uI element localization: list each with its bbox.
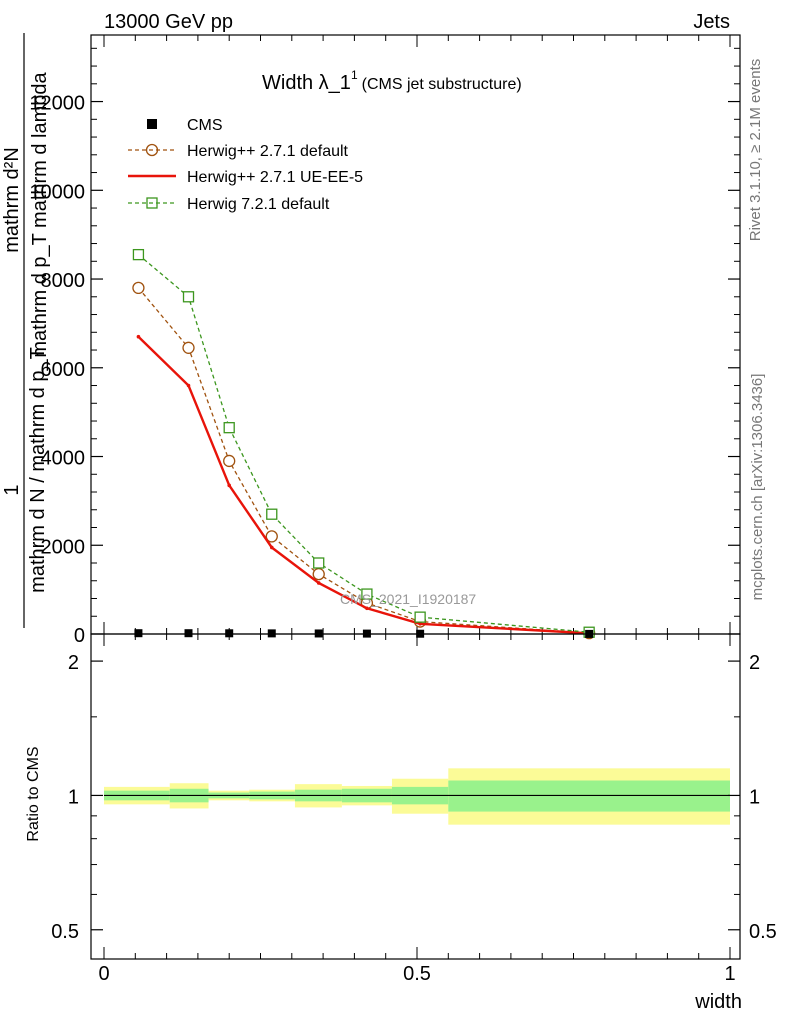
header-left-label: 13000 GeV pp (104, 11, 233, 33)
data-point-herwig7-default (313, 557, 325, 569)
legend-label-herwig7-default: Herwig 7.2.1 default (187, 196, 330, 213)
legend-marker-cms (147, 119, 157, 129)
main-ytick-label: 6000 (41, 359, 86, 381)
main-ytick-label: 10000 (29, 181, 85, 203)
series-line-herwigpp-default (137, 287, 590, 634)
ratio-band-inner (448, 780, 730, 812)
ratio-ytick-label-left: 2 (68, 652, 79, 674)
ratio-y-axis-label: Ratio to CMS (25, 746, 42, 841)
title-main-text: Width λ_1 (262, 72, 351, 94)
ylabel-numerator-top: mathrm d²N (1, 147, 23, 253)
ratio-uncertainty-bands (104, 768, 730, 825)
ylabel-denominator: mathrm d N / mathrm d p_T (27, 347, 49, 593)
ratio-ytick-label-left: 1 (68, 786, 79, 808)
ratio-plot-frame (90, 633, 741, 960)
ratio-axis-ticks: 0.5 0.5 1 1 2 2 0 0.5 1 (51, 634, 777, 985)
xtick-label: 1 (724, 963, 735, 985)
data-point-herwigpp-ueee5 (365, 606, 369, 611)
ratio-ytick-label-right: 1 (749, 786, 760, 808)
rivet-version-label: Rivet 3.1.10, ≥ 2.1M events (747, 59, 764, 242)
main-ytick-label: 12000 (29, 93, 85, 115)
legend-marker-herwigpp-default (145, 143, 159, 157)
header-right-label: Jets (693, 11, 730, 33)
data-point-herwig7-default (223, 422, 235, 434)
main-plot-title: Width λ_11 (CMS jet substructure) (262, 68, 522, 94)
data-point-herwigpp-default (182, 341, 195, 354)
data-point-herwig7-default (361, 588, 373, 600)
ratio-ytick-label-right: 2 (749, 652, 760, 674)
legend-label-herwigpp-default: Herwig++ 2.7.1 default (187, 143, 349, 160)
ratio-ytick-label-right: 0.5 (749, 921, 777, 943)
xtick-label: 0 (98, 963, 109, 985)
x-axis-label: width (694, 991, 742, 1013)
main-axis-ticks: 0 2000 4000 6000 8000 10000 12000 (29, 35, 740, 647)
title-superscript: 1 (351, 68, 358, 82)
data-point-cms (225, 629, 234, 638)
series-line-herwig7-default (138, 254, 590, 633)
main-ytick-label: 0 (74, 625, 85, 647)
xtick-label: 0.5 (403, 963, 431, 985)
data-point-herwig7-default (182, 291, 195, 303)
mcplots-credit-label: mcplots.cern.ch [arXiv:1306.3436] (749, 374, 766, 601)
ylabel-one: 1 (1, 484, 23, 495)
data-point-herwigpp-ueee5 (316, 581, 321, 585)
data-point-herwigpp-ueee5 (186, 383, 191, 388)
data-point-herwigpp-default (223, 454, 236, 468)
main-ytick-label: 8000 (41, 270, 86, 292)
series-line-herwigpp-ueee5 (137, 335, 590, 635)
data-point-herwigpp-default (312, 567, 325, 581)
legend: CMS Herwig++ 2.7.1 default Herwig++ 2.7.… (128, 117, 363, 213)
ratio-ytick-label-left: 0.5 (51, 921, 79, 943)
legend-label-herwigpp-ueee5: Herwig++ 2.7.1 UE-EE-5 (187, 169, 363, 186)
ylabel-numerator-mid: mathrm d p_T mathrm d lambda (29, 71, 51, 357)
data-point-herwigpp-ueee5 (136, 334, 141, 339)
main-y-axis-label: mathrm d²N mathrm d p_T mathrm d lambda … (1, 33, 51, 628)
data-point-herwigpp-default (265, 530, 278, 543)
main-ytick-label: 4000 (41, 448, 86, 470)
data-point-herwig7-default (414, 611, 426, 623)
data-point-herwigpp-ueee5 (418, 621, 422, 626)
main-ytick-label: 2000 (41, 536, 86, 558)
data-point-herwigpp-ueee5 (269, 545, 274, 550)
data-point-cms (184, 629, 193, 638)
data-point-cms (134, 629, 143, 638)
main-series-group (132, 248, 596, 640)
data-point-herwigpp-default (132, 281, 145, 295)
title-subtitle: (CMS jet substructure) (362, 76, 522, 93)
legend-label-cms: CMS (187, 117, 223, 134)
data-point-herwigpp-ueee5 (227, 483, 231, 488)
legend-marker-herwig7-default (146, 197, 158, 209)
analysis-watermark: CMS_2021_I1920187 (340, 591, 476, 607)
data-point-herwig7-default (266, 508, 278, 520)
data-point-cms (267, 629, 276, 638)
ratio-plot: 0.5 0.5 1 1 2 2 0 0.5 1 Ratio to CMS width (25, 633, 777, 1013)
data-point-herwig7-default (132, 248, 145, 261)
